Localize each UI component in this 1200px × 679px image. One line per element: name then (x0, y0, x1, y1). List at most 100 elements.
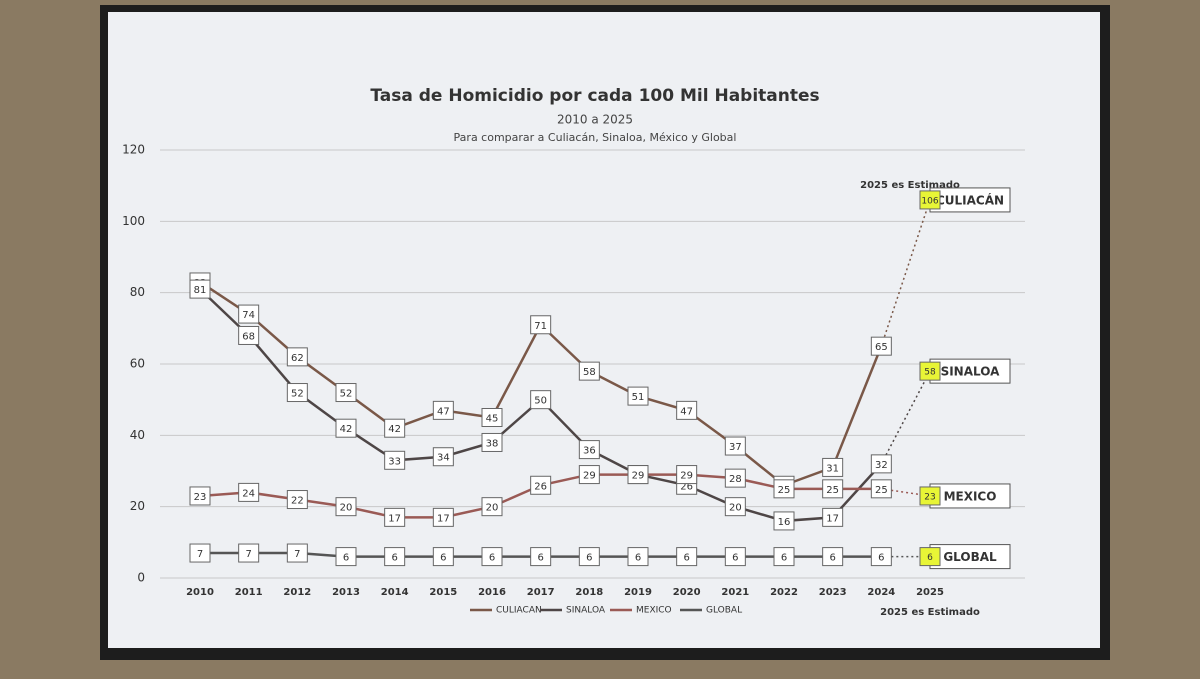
data-label-box (676, 400, 698, 420)
data-label-box (822, 507, 844, 527)
data-label-box (530, 315, 552, 335)
data-label: 20 (340, 503, 353, 514)
data-label-box (286, 543, 308, 563)
data-label-box (822, 479, 844, 499)
data-label-box (724, 436, 746, 456)
y-tick-label: 40 (130, 428, 145, 442)
x-tick-label: 2013 (332, 587, 360, 598)
data-label-box (870, 547, 892, 567)
data-label-box (530, 547, 552, 567)
data-label-box (481, 497, 503, 517)
data-label: 58 (583, 367, 596, 378)
y-tick-label: 80 (130, 285, 145, 299)
data-label-box (724, 547, 746, 567)
chart-note: Para comparar a Culiacán, Sinaloa, Méxic… (454, 131, 737, 144)
data-label-box (627, 386, 649, 406)
data-label: 29 (632, 471, 645, 482)
data-label: 7 (294, 549, 300, 560)
data-label-box (335, 497, 357, 517)
data-label-box (919, 547, 941, 567)
data-label: 6 (927, 553, 933, 563)
data-label: 23 (194, 492, 207, 503)
data-label: 42 (340, 424, 353, 435)
data-label: 16 (778, 517, 791, 528)
estimate-note: 2025 es Estimado (860, 180, 960, 191)
screen (108, 12, 1100, 648)
data-label-box (773, 479, 795, 499)
data-label-box (238, 325, 260, 345)
data-label-box (822, 547, 844, 567)
data-label-box (578, 440, 600, 460)
data-label: 17 (826, 513, 839, 524)
data-label-box (432, 400, 454, 420)
data-label: 6 (391, 553, 397, 564)
data-label: 47 (680, 406, 693, 417)
data-label-box (335, 547, 357, 567)
data-label: 74 (242, 310, 255, 321)
data-label-box (384, 450, 406, 470)
data-label: 24 (242, 488, 255, 499)
data-label-box (189, 486, 211, 506)
y-tick-label: 100 (122, 214, 145, 228)
data-label-box (238, 304, 260, 324)
x-tick-label: 2015 (429, 587, 457, 598)
data-label-box (773, 511, 795, 531)
data-label-box (578, 465, 600, 485)
series-end-box (929, 544, 1011, 570)
y-tick-label: 120 (122, 143, 145, 157)
data-label-box (238, 482, 260, 502)
data-label-box (481, 432, 503, 452)
data-label: 23 (924, 492, 935, 502)
data-label-box (432, 447, 454, 467)
data-label-box (286, 383, 308, 403)
data-label: 17 (437, 513, 450, 524)
data-label-box (238, 543, 260, 563)
data-label: 26 (680, 481, 693, 492)
data-label-box (870, 479, 892, 499)
series-end-box (929, 187, 1011, 213)
data-label: 7 (197, 549, 203, 560)
data-label: 51 (632, 392, 645, 403)
x-tick-label: 2025 (916, 587, 944, 598)
data-label-box (335, 383, 357, 403)
x-tick-label: 2011 (235, 587, 263, 598)
data-label-box (676, 465, 698, 485)
data-label-box (530, 390, 552, 410)
data-label: 25 (778, 485, 791, 496)
data-label: 6 (537, 553, 543, 564)
estimate-note: 2025 es Estimado (880, 607, 980, 618)
data-label: 25 (826, 485, 839, 496)
data-label: 28 (729, 474, 742, 485)
data-label: 32 (875, 460, 888, 471)
data-label: 6 (683, 553, 689, 564)
data-label: 106 (921, 196, 938, 206)
data-label-box (189, 543, 211, 563)
y-tick-label: 0 (137, 571, 145, 585)
data-label: 47 (437, 406, 450, 417)
data-label-box (481, 408, 503, 427)
data-label: 52 (340, 389, 353, 400)
data-label-box (530, 475, 552, 495)
data-label-box (384, 547, 406, 567)
data-label: 52 (291, 389, 304, 400)
data-label: 45 (486, 414, 499, 425)
data-label: 17 (388, 513, 401, 524)
legend-label: SINALOA (566, 606, 606, 616)
data-label: 26 (534, 481, 547, 492)
data-label-box (724, 497, 746, 517)
chart-subtitle: 2010 a 2025 (557, 113, 633, 127)
data-label: 6 (732, 553, 738, 564)
data-label-box (432, 507, 454, 527)
y-tick-label: 60 (130, 357, 145, 371)
data-label-box (286, 490, 308, 510)
data-label-box (578, 547, 600, 567)
data-label: 25 (875, 485, 888, 496)
data-label-box (822, 457, 844, 477)
data-label: 31 (826, 463, 839, 474)
data-label: 6 (586, 553, 592, 564)
data-label: 6 (489, 553, 495, 564)
legend-label: GLOBAL (706, 606, 742, 616)
data-label: 6 (635, 553, 641, 564)
